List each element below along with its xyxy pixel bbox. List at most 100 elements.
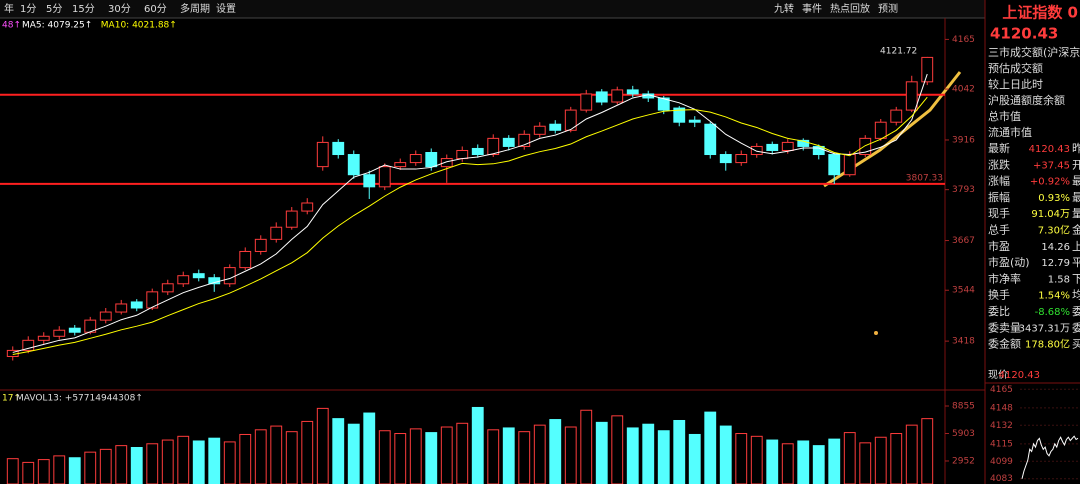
toolbar-button[interactable]: 事件 <box>802 2 822 15</box>
toolbar-button[interactable]: 多周期 <box>180 2 210 15</box>
volume-bar <box>208 437 221 484</box>
volume-bar <box>53 455 66 484</box>
quote-extra: 委 <box>1072 321 1080 334</box>
candle-body <box>905 81 918 111</box>
candle-body <box>549 123 562 131</box>
candle-body <box>719 154 732 164</box>
candle-body <box>425 152 438 168</box>
legend-prefix: 48↑ <box>2 21 21 31</box>
quote-value: -8.68% <box>1035 307 1070 318</box>
ma-line <box>12 73 928 353</box>
volume-bar <box>750 435 763 484</box>
toolbar-button[interactable]: 30分 <box>108 3 131 15</box>
candle-body <box>781 141 794 151</box>
volume-bar <box>6 458 19 484</box>
quote-label: 市净率 <box>988 271 1021 285</box>
volume-bar <box>471 406 484 484</box>
toolbar-button[interactable]: 九转 <box>774 2 794 15</box>
volume-bar <box>688 433 701 484</box>
candle-body <box>239 250 252 269</box>
toolbar-button[interactable]: 设置 <box>216 3 236 15</box>
y-tick-label: 3544 <box>952 286 975 296</box>
info-label: 总市值 <box>988 109 1021 123</box>
volume-bar <box>874 436 887 484</box>
candle-body <box>301 202 314 212</box>
volume-bar <box>611 415 624 484</box>
volume-bar <box>921 418 934 484</box>
quote-label: 最新 <box>988 141 1010 155</box>
candle-body <box>688 119 701 123</box>
volume-bar <box>425 432 438 484</box>
candle-body <box>22 339 35 351</box>
candle-body <box>440 158 453 168</box>
quote-value: 4120.43 <box>1029 144 1070 155</box>
quote-value: 178.80亿 <box>1025 338 1070 351</box>
quote-value: 3437.31万 <box>1019 323 1070 334</box>
quote-extra: 最 <box>1072 191 1080 204</box>
candle-body <box>363 174 376 188</box>
volume-bar <box>859 442 872 484</box>
volume-bar <box>84 451 97 484</box>
candle-body <box>502 137 515 147</box>
toolbar-button[interactable]: 年 <box>4 2 14 15</box>
volume-bar <box>68 457 81 484</box>
candle-body <box>332 141 345 156</box>
quote-extra: 昨 <box>1072 142 1080 155</box>
candle-body <box>735 154 748 164</box>
y-tick-label: 4148 <box>990 403 1013 413</box>
quote-label: 委卖量 <box>988 321 1021 334</box>
quote-extra: 平 <box>1072 256 1080 269</box>
toolbar <box>0 0 985 18</box>
volume-bar <box>890 433 903 484</box>
info-label: 三市成交额(沪深京) <box>988 45 1080 59</box>
volume-bar <box>37 459 50 484</box>
y-tick-label: 4115 <box>990 439 1013 449</box>
candle-body <box>378 166 391 188</box>
toolbar-button[interactable]: 60分 <box>144 3 167 15</box>
y-tick-label: 4042 <box>952 85 975 95</box>
volume-bar <box>316 407 329 484</box>
sidebar-title: 上证指数 0 <box>1002 4 1078 22</box>
quote-label: 振幅 <box>988 190 1010 204</box>
marker-dot <box>874 331 878 335</box>
quote-label: 现手 <box>988 206 1010 220</box>
volume-bar <box>363 412 376 484</box>
toolbar-button[interactable]: 1分 <box>20 3 36 15</box>
current-label: 现价 <box>988 369 1008 381</box>
candle-body <box>115 303 128 313</box>
candle-body <box>130 301 143 309</box>
quote-label: 涨跌 <box>988 157 1010 171</box>
legend-entry: MA5: 4079.25↑ <box>22 21 92 31</box>
volume-bar <box>440 426 453 484</box>
volume-bar <box>657 430 670 484</box>
quote-label: 市盈 <box>988 239 1010 253</box>
toolbar-button[interactable]: 15分 <box>72 3 95 15</box>
volume-bar <box>192 440 205 484</box>
quote-value: 0.93% <box>1038 193 1070 204</box>
quote-label: 涨幅 <box>988 175 1010 188</box>
volume-bar <box>828 438 841 484</box>
toolbar-button[interactable]: 预测 <box>878 2 898 15</box>
volume-bar <box>533 424 546 484</box>
volume-bar <box>270 425 283 484</box>
volume-bar <box>254 429 267 484</box>
quote-label: 委比 <box>988 305 1010 318</box>
candle-body <box>766 143 779 151</box>
toolbar-button[interactable]: 5分 <box>46 3 62 15</box>
volume-bar <box>285 431 298 484</box>
candle-body <box>223 267 236 285</box>
candle-body <box>471 147 484 156</box>
candle-body <box>595 91 608 103</box>
toolbar-button[interactable]: 热点回放 <box>830 2 870 15</box>
quote-label: 总手 <box>988 223 1010 237</box>
volume-bar <box>223 441 236 484</box>
info-label: 流通市值 <box>988 125 1032 139</box>
candle-body <box>533 125 546 135</box>
quote-extra: 均 <box>1072 289 1080 302</box>
candle-body <box>285 210 298 228</box>
candle-body <box>99 311 112 321</box>
candle-body <box>161 283 174 293</box>
volume-bar <box>595 421 608 484</box>
